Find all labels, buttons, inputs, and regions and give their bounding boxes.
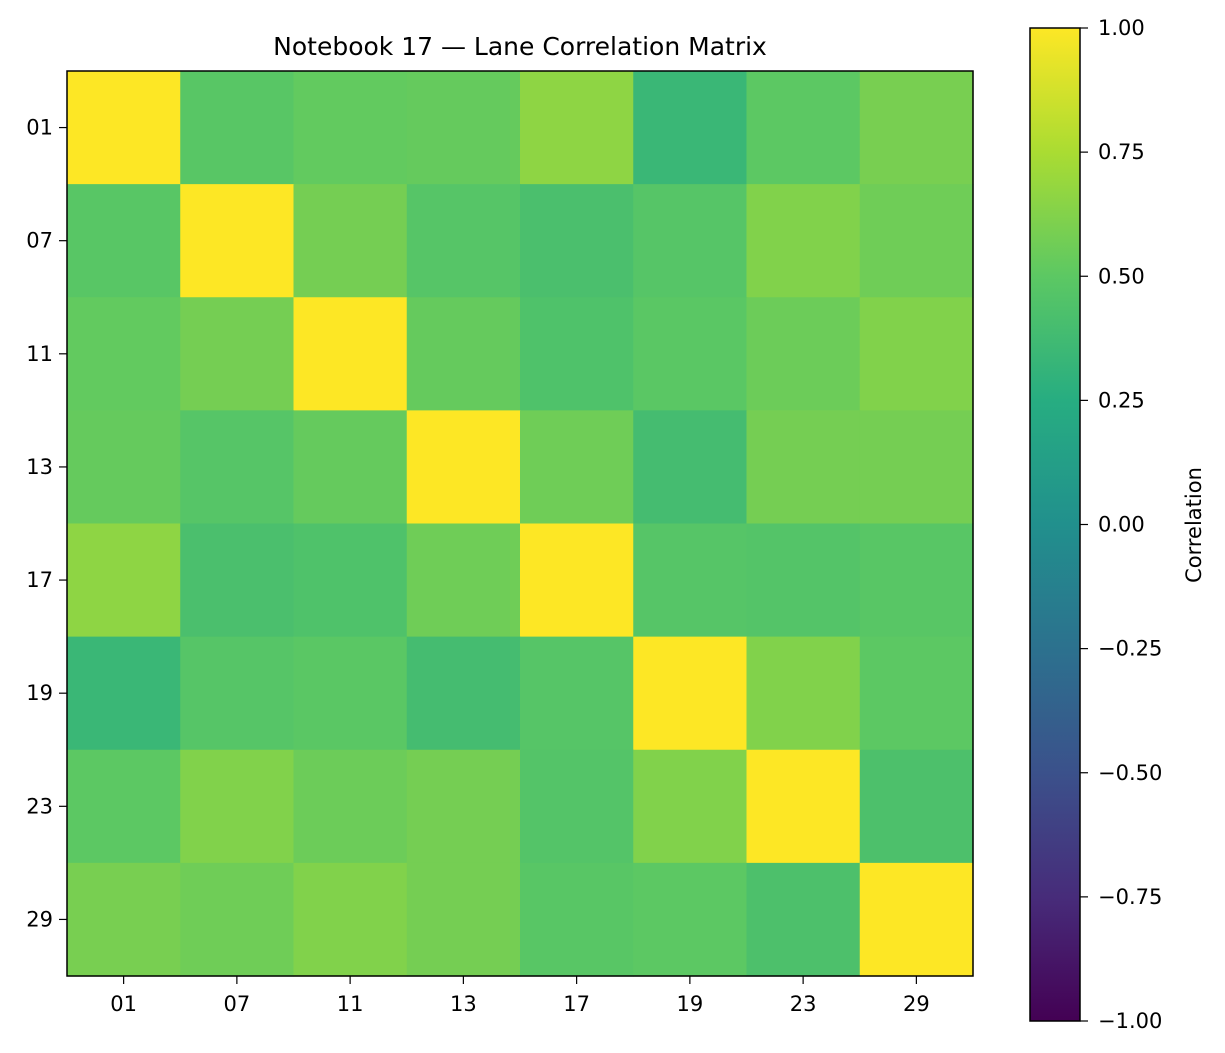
heatmap-cell-01-11: [293, 71, 408, 185]
heatmap-cell-17-23: [746, 523, 861, 638]
heatmap-cell-19-11: [293, 636, 408, 751]
heatmap-cell-01-07: [180, 71, 295, 185]
y-tick-label: 01: [26, 116, 53, 140]
heatmap-cell-07-17: [520, 184, 634, 298]
heatmap-cell-23-13: [406, 749, 521, 864]
heatmap-cell-07-23: [746, 184, 861, 298]
heatmap-cell-01-29: [859, 71, 974, 185]
heatmap-cell-07-01: [67, 184, 181, 298]
heatmap-cell-29-17: [520, 862, 634, 977]
heatmap-cell-07-11: [293, 184, 408, 298]
chart-title: Notebook 17 — Lane Correlation Matrix: [273, 32, 767, 61]
heatmap-cell-29-13: [406, 862, 521, 977]
heatmap-cell-13-19: [633, 410, 748, 525]
y-tick-label: 11: [26, 342, 53, 366]
heatmap-cell-07-29: [859, 184, 974, 298]
x-tick-label: 19: [677, 992, 704, 1016]
heatmap-cell-23-11: [293, 749, 408, 864]
heatmap-cell-13-13: [406, 410, 521, 525]
y-tick-label: 29: [26, 907, 53, 931]
heatmap-cell-13-23: [746, 410, 861, 525]
heatmap-cell-29-29: [859, 862, 974, 977]
heatmap-cell-19-19: [633, 636, 748, 751]
colorbar-tick-label: 0.00: [1098, 513, 1145, 537]
heatmap-cell-07-07: [180, 184, 295, 298]
heatmap-cell-01-19: [633, 71, 748, 185]
heatmap-cell-29-11: [293, 862, 408, 977]
colorbar-tick-label: 0.25: [1098, 388, 1145, 412]
heatmap-cell-11-13: [406, 297, 521, 411]
heatmap-cells: [67, 71, 974, 977]
colorbar-tick-label: 1.00: [1098, 16, 1145, 40]
heatmap-cell-11-11: [293, 297, 408, 411]
heatmap-cell-11-29: [859, 297, 974, 411]
x-tick-label: 23: [790, 992, 817, 1016]
heatmap-cell-17-17: [520, 523, 634, 638]
colorbar-tick-label: 0.50: [1098, 264, 1145, 288]
heatmap-cell-17-29: [859, 523, 974, 638]
heatmap-cell-11-07: [180, 297, 295, 411]
colorbar-tick-label: 0.75: [1098, 140, 1145, 164]
heatmap-cell-07-19: [633, 184, 748, 298]
heatmap-cell-23-17: [520, 749, 634, 864]
colorbar-tick-label: −0.25: [1098, 637, 1162, 661]
colorbar-label: Correlation: [1182, 467, 1206, 583]
colorbar-axis: 1.00 0.75 0.50 0.25 0.00 −0.25 −0.50 −0.75 −1.00: [1080, 16, 1162, 1033]
y-tick-label: 19: [26, 681, 53, 705]
colorbar-tick-label: −0.50: [1098, 761, 1162, 785]
heatmap-cell-13-29: [859, 410, 974, 525]
heatmap-cell-13-11: [293, 410, 408, 525]
x-axis: 01 07 11 13 17 19 23 29: [110, 976, 930, 1016]
heatmap-cell-11-19: [633, 297, 748, 411]
plot-frame: [66, 70, 974, 977]
x-tick-label: 07: [224, 992, 251, 1016]
heatmap-cell-13-17: [520, 410, 634, 525]
heatmap-cell-19-17: [520, 636, 634, 751]
heatmap-cell-17-11: [293, 523, 408, 638]
y-tick-label: 07: [26, 229, 53, 253]
x-tick-label: 29: [903, 992, 930, 1016]
heatmap-cell-19-23: [746, 636, 861, 751]
heatmap-cell-17-13: [406, 523, 521, 638]
x-tick-label: 01: [110, 992, 137, 1016]
y-tick-label: 13: [26, 455, 53, 479]
heatmap-cell-17-19: [633, 523, 748, 638]
heatmap-cell-23-19: [633, 749, 748, 864]
heatmap-cell-17-07: [180, 523, 295, 638]
heatmap-cell-11-23: [746, 297, 861, 411]
heatmap-cell-23-07: [180, 749, 295, 864]
heatmap-cell-29-07: [180, 862, 295, 977]
heatmap-cell-01-17: [520, 71, 634, 185]
y-tick-label: 17: [26, 568, 53, 592]
heatmap-cell-11-01: [67, 297, 181, 411]
heatmap-cell-13-07: [180, 410, 295, 525]
heatmap-cell-23-23: [746, 749, 861, 864]
heatmap-cell-01-13: [406, 71, 521, 185]
heatmap-cell-19-01: [67, 636, 181, 751]
heatmap-cell-17-01: [67, 523, 181, 638]
heatmap-cell-11-17: [520, 297, 634, 411]
heatmap-cell-29-19: [633, 862, 748, 977]
heatmap-cell-23-01: [67, 749, 181, 864]
heatmap-cell-01-01: [67, 71, 181, 185]
heatmap-cell-07-13: [406, 184, 521, 298]
y-axis: 01 07 11 13 17 19 23 29: [26, 116, 67, 931]
heatmap-cell-23-29: [859, 749, 974, 864]
heatmap-cell-19-13: [406, 636, 521, 751]
colorbar-tick-label: −1.00: [1098, 1009, 1162, 1033]
heatmap-cell-13-01: [67, 410, 181, 525]
x-tick-label: 11: [337, 992, 364, 1016]
colorbar-tick-label: −0.75: [1098, 885, 1162, 909]
heatmap-cell-29-23: [746, 862, 861, 977]
heatmap-cell-19-07: [180, 636, 295, 751]
heatmap-cell-19-29: [859, 636, 974, 751]
heatmap-cell-01-23: [746, 71, 861, 185]
y-tick-label: 23: [26, 794, 53, 818]
colorbar: [1029, 27, 1081, 1022]
heatmap-cell-29-01: [67, 862, 181, 977]
x-tick-label: 13: [450, 992, 477, 1016]
x-tick-label: 17: [563, 992, 590, 1016]
